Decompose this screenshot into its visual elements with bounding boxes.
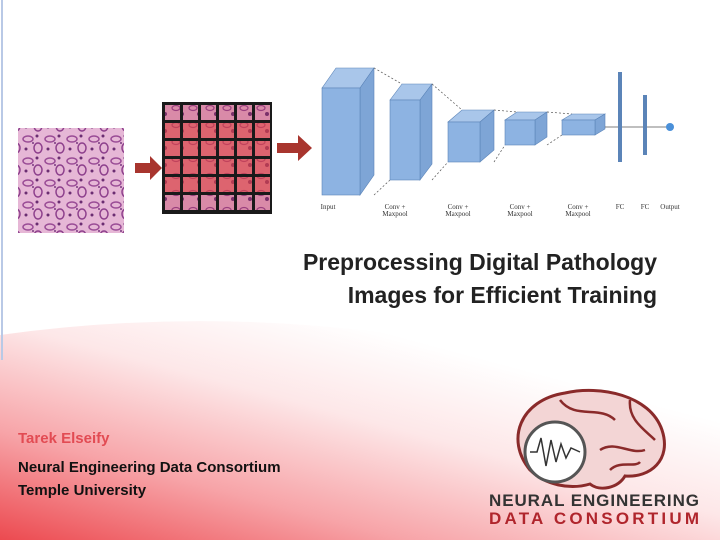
- layer-front: [504, 119, 536, 146]
- tile: [219, 105, 234, 120]
- arrow: [135, 156, 162, 180]
- tile: [201, 105, 216, 120]
- tile-overlay: [219, 159, 234, 174]
- layer-label: FC: [641, 203, 650, 211]
- tile-overlay: [255, 141, 270, 156]
- tile: [255, 195, 270, 210]
- tile-overlay: [201, 123, 216, 138]
- tile-overlay: [183, 123, 198, 138]
- output-node: [666, 123, 674, 131]
- tile-overlay: [165, 159, 180, 174]
- layer-front: [447, 121, 481, 163]
- tile-overlay: [165, 177, 180, 192]
- logo-brain: [516, 388, 666, 490]
- tile-overlay: [237, 123, 252, 138]
- affiliation-line: Neural Engineering Data Consortium: [18, 459, 281, 476]
- fc-layer: [618, 72, 622, 162]
- tile-overlay: [165, 141, 180, 156]
- tile-overlay: [183, 141, 198, 156]
- connector: [431, 83, 463, 111]
- fc-layer: [643, 95, 647, 155]
- tile-overlay: [201, 177, 216, 192]
- tile-overlay: [183, 159, 198, 174]
- layer-label: Maxpool: [565, 210, 590, 218]
- tile-overlay: [237, 177, 252, 192]
- background-wave: [0, 320, 720, 540]
- tile: [219, 195, 234, 210]
- tile-overlay: [255, 177, 270, 192]
- tile: [165, 105, 180, 120]
- author: Tarek Elseify: [18, 430, 110, 447]
- layer-label: Input: [321, 203, 336, 211]
- layer-label: FC: [616, 203, 625, 211]
- layer-label: Maxpool: [507, 210, 532, 218]
- connector: [546, 134, 563, 146]
- tile: [255, 105, 270, 120]
- arrow: [277, 135, 312, 161]
- affiliation-line: Temple University: [18, 482, 147, 499]
- layer-side: [419, 83, 433, 181]
- pathology-image: [18, 128, 124, 233]
- connector: [373, 67, 403, 85]
- logo-line: NEURAL ENGINEERING: [489, 491, 699, 510]
- layer-front: [321, 87, 361, 196]
- layer-front: [389, 99, 421, 181]
- layer-label: Conv +: [510, 203, 531, 211]
- tile: [201, 195, 216, 210]
- layer-side: [359, 67, 375, 196]
- layer-label: Maxpool: [445, 210, 470, 218]
- tile-overlay: [201, 141, 216, 156]
- connector: [431, 161, 449, 181]
- layer-label: Conv +: [448, 203, 469, 211]
- tile-overlay: [201, 159, 216, 174]
- tile-overlay: [219, 177, 234, 192]
- tile: [183, 195, 198, 210]
- tile-overlay: [237, 159, 252, 174]
- tile: [165, 195, 180, 210]
- cnn-diagram: [321, 67, 674, 196]
- layer-label: Conv +: [385, 203, 406, 211]
- layer-label: Maxpool: [382, 210, 407, 218]
- tile-overlay: [219, 123, 234, 138]
- title-line: Images for Efficient Training: [348, 282, 657, 308]
- grid-frame: [162, 102, 272, 214]
- tile-overlay: [237, 141, 252, 156]
- connector: [493, 144, 506, 163]
- tile-overlay: [165, 123, 180, 138]
- title-line: Preprocessing Digital Pathology: [303, 249, 657, 275]
- layer-label: Conv +: [568, 203, 589, 211]
- tile: [183, 105, 198, 120]
- layer-label: Output: [660, 203, 680, 211]
- layer-front: [561, 119, 596, 136]
- connector: [546, 111, 573, 115]
- tile: [237, 105, 252, 120]
- tile: [237, 195, 252, 210]
- tile-overlay: [255, 159, 270, 174]
- tile-overlay: [219, 141, 234, 156]
- tile-overlay: [183, 177, 198, 192]
- tile-overlay: [255, 123, 270, 138]
- tile-grid: [162, 102, 272, 214]
